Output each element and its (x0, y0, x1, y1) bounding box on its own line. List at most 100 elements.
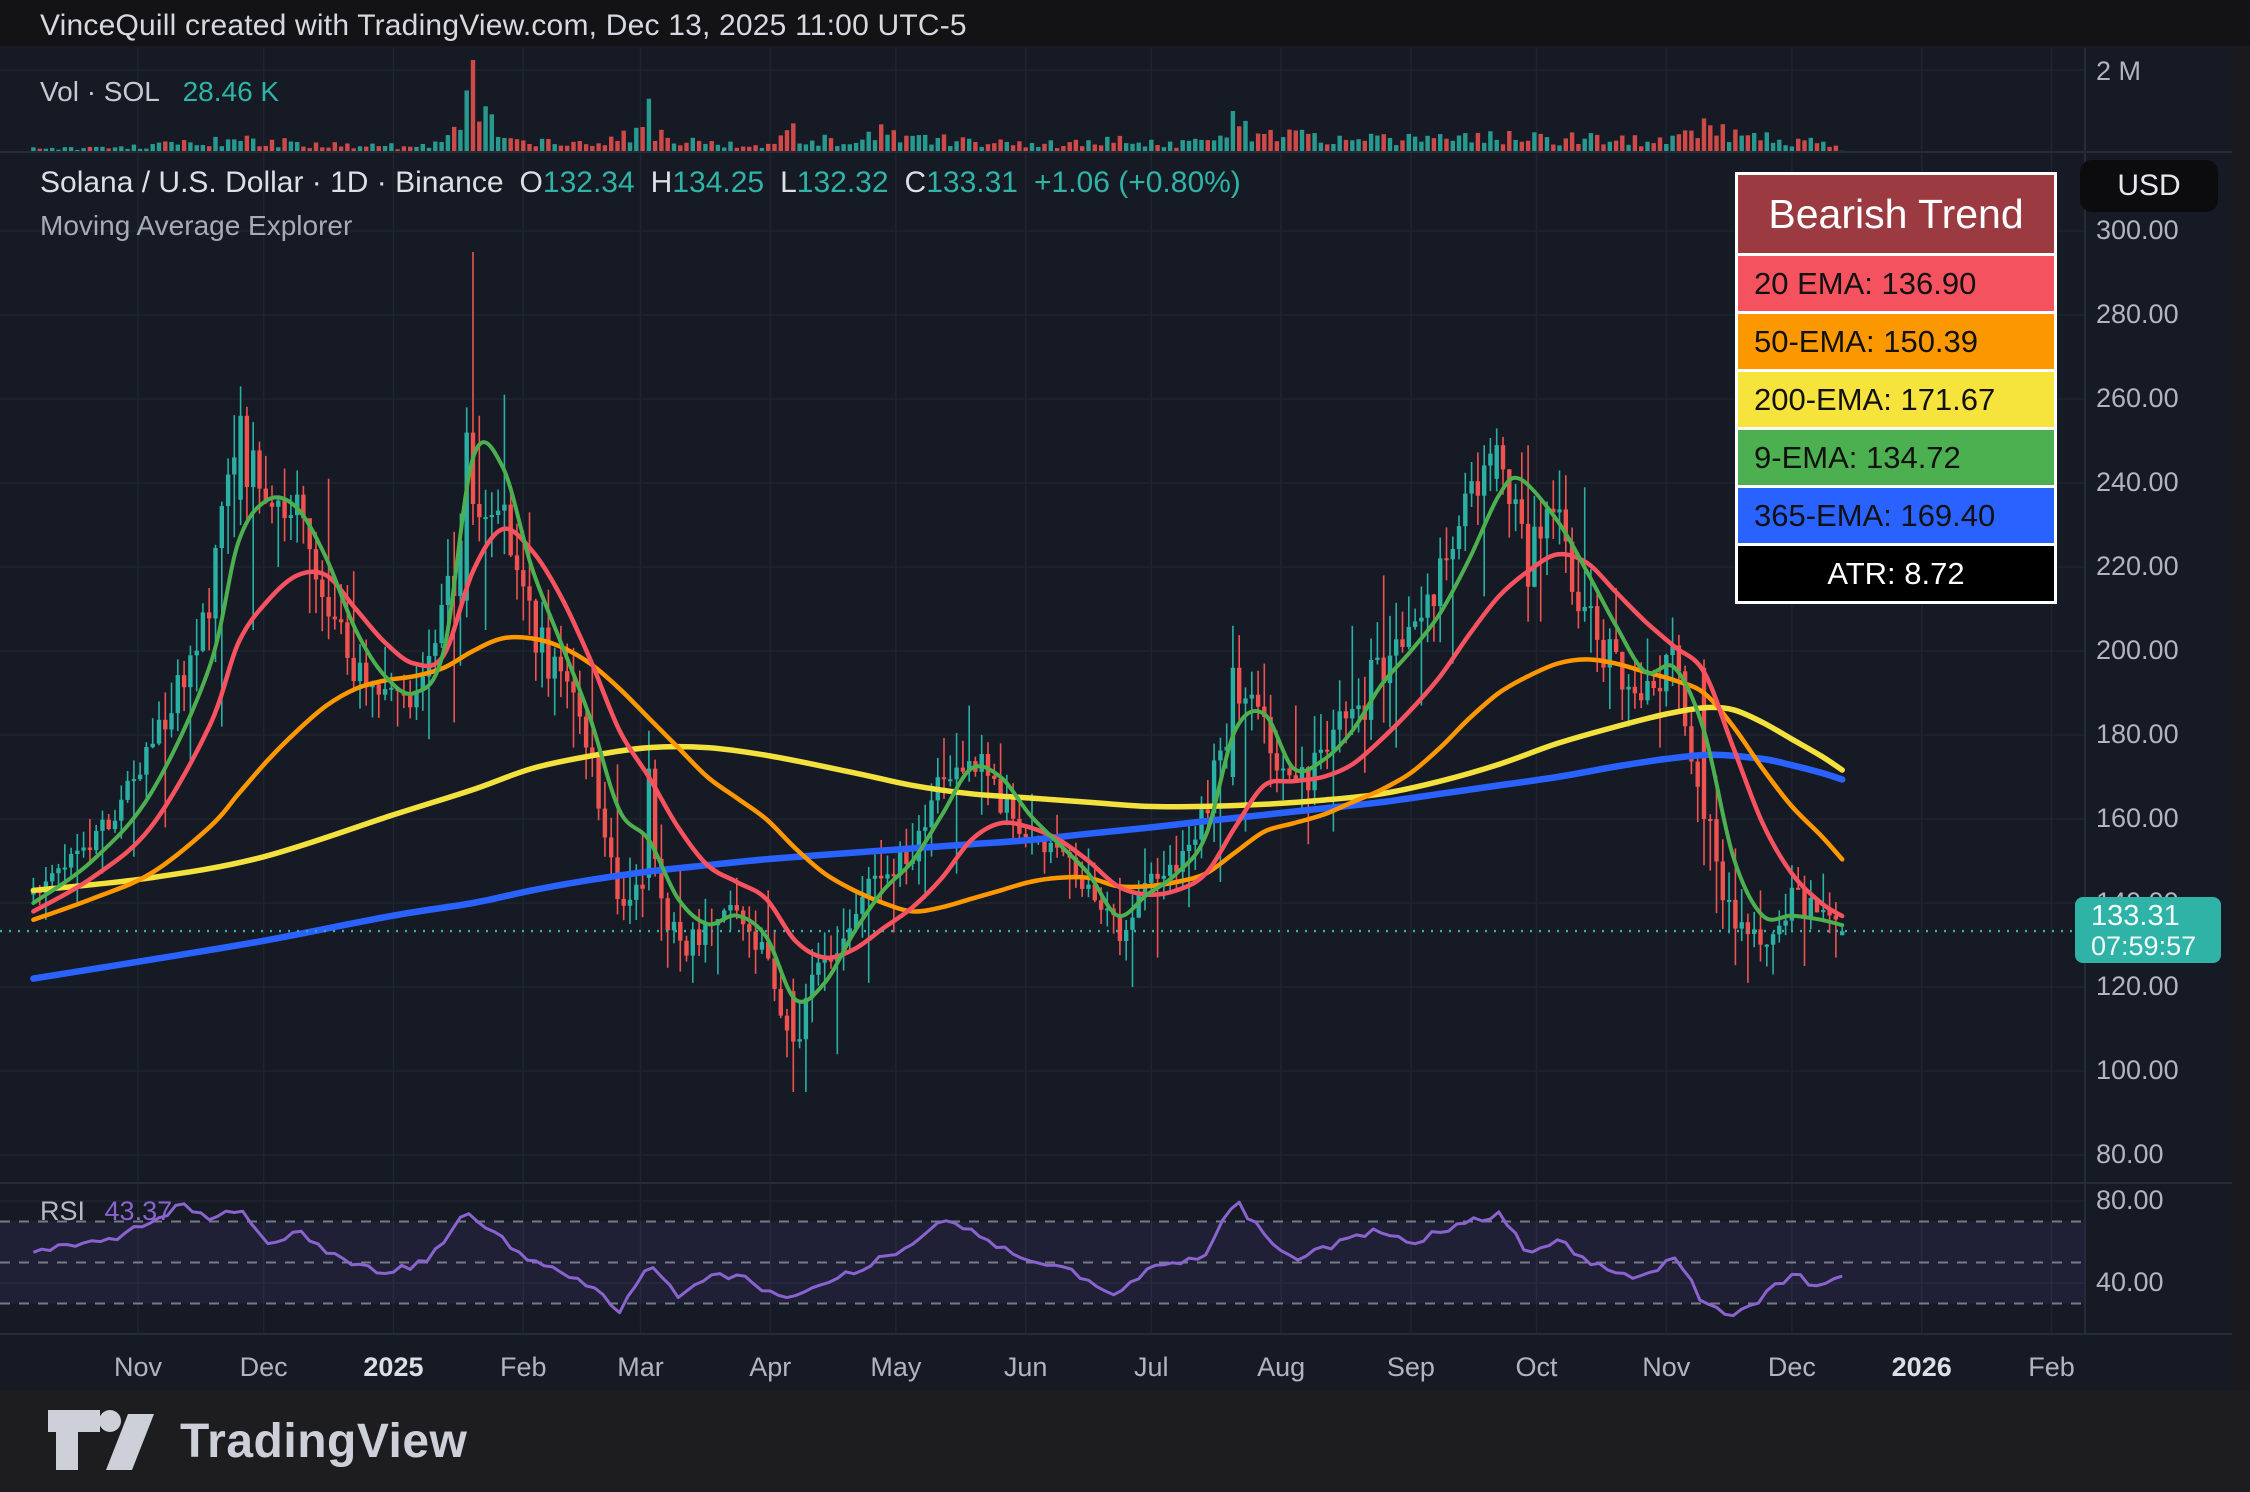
candle (785, 1009, 789, 1057)
time-axis-label[interactable]: Apr (749, 1352, 791, 1383)
volume-label[interactable]: Vol · SOL (40, 76, 159, 107)
volume-bar (132, 145, 136, 152)
volume-bar (1677, 134, 1681, 152)
time-axis-label[interactable]: May (870, 1352, 921, 1383)
volume-bar (1413, 137, 1417, 152)
volume-bar (1319, 143, 1323, 152)
time-axis-label[interactable]: Oct (1515, 1352, 1557, 1383)
volume-bar (697, 141, 701, 152)
volume-bar (929, 145, 933, 152)
candle (245, 407, 249, 521)
candle (647, 731, 651, 891)
volume-bar (791, 123, 795, 152)
time-axis-label[interactable]: Jul (1134, 1352, 1169, 1383)
candle (1495, 428, 1499, 491)
time-axis-label[interactable]: Feb (2028, 1352, 2075, 1383)
volume-bar (1495, 140, 1499, 152)
volume-bar (1482, 143, 1486, 152)
candle (527, 512, 531, 635)
volume-bar (954, 141, 958, 152)
volume-bar (923, 135, 927, 152)
volume-bar (282, 138, 286, 152)
symbol-name[interactable]: Solana / U.S. Dollar · 1D · Binance (40, 166, 504, 200)
candle (772, 930, 776, 1001)
candle (182, 661, 186, 711)
volume-bar (703, 144, 707, 152)
time-axis-label[interactable]: 2025 (363, 1352, 423, 1383)
volume-bar (1545, 137, 1549, 152)
volume-bar (314, 143, 318, 153)
last-price-tag: 133.31 07:59:57 (2075, 897, 2221, 963)
candle (377, 681, 381, 717)
volume-bar (295, 142, 299, 152)
time-axis-label[interactable]: Nov (1642, 1352, 1690, 1383)
time-axis-label[interactable]: Aug (1257, 1352, 1305, 1383)
volume-bar (1218, 136, 1222, 152)
time-axis-label[interactable]: Jun (1004, 1352, 1048, 1383)
volume-bar (1601, 144, 1605, 152)
legend-row: 200-EMA: 171.67 (1738, 372, 2054, 427)
candle (169, 683, 173, 738)
candle (609, 818, 613, 877)
candle (176, 659, 180, 731)
candle (333, 581, 337, 630)
time-axis-label[interactable]: Dec (1768, 1352, 1816, 1383)
time-axis-label[interactable]: Mar (617, 1352, 664, 1383)
volume-bar (1369, 134, 1373, 152)
volume-bar (1809, 138, 1813, 152)
volume-bar (188, 142, 192, 152)
candle (1312, 716, 1316, 805)
volume-bar (546, 139, 550, 152)
indicator-name-label[interactable]: Moving Average Explorer (40, 210, 352, 242)
time-axis-label[interactable]: Sep (1387, 1352, 1435, 1383)
volume-bar (226, 139, 230, 152)
volume-bar (1796, 139, 1800, 152)
candle (1626, 674, 1630, 727)
volume-bar (1444, 139, 1448, 152)
volume-bar (1457, 136, 1461, 153)
volume-bar (289, 142, 293, 153)
time-axis-label[interactable]: 2026 (1892, 1352, 1952, 1383)
volume-bar (1155, 145, 1159, 152)
volume-bar (1463, 133, 1467, 152)
volume-bar (1281, 137, 1285, 152)
volume-bar (496, 137, 500, 152)
candle (1375, 622, 1379, 664)
volume-bar (1532, 132, 1536, 152)
volume-bar (232, 139, 236, 152)
volume-bar (1740, 136, 1744, 152)
candle (75, 834, 79, 903)
volume-bar (1595, 135, 1599, 152)
candle (107, 814, 111, 830)
legend-row: 9-EMA: 134.72 (1738, 430, 2054, 485)
volume-bar (647, 99, 651, 152)
volume-bar (370, 144, 374, 152)
time-axis-label[interactable]: Dec (240, 1352, 288, 1383)
candle (1809, 880, 1813, 929)
candle (1457, 515, 1461, 559)
time-axis-label[interactable]: Feb (500, 1352, 547, 1383)
candle (936, 758, 940, 814)
currency-toggle-button[interactable]: USD (2080, 160, 2218, 212)
candle (980, 735, 984, 815)
tradingview-chart-screen: VinceQuill created with TradingView.com,… (0, 0, 2250, 1492)
volume-indicator-row: Vol · SOL 28.46 K (40, 76, 279, 108)
volume-bar (490, 114, 494, 152)
candle (1268, 695, 1272, 787)
candle (1545, 502, 1549, 576)
volume-value: 28.46 K (183, 76, 280, 107)
candle (151, 718, 155, 748)
volume-bar (433, 142, 437, 153)
volume-bar (1243, 121, 1247, 152)
volume-bar (1507, 131, 1511, 152)
candle (816, 943, 820, 986)
tradingview-logo-text[interactable]: TradingView (180, 1414, 467, 1469)
candle (603, 782, 607, 857)
time-axis-label[interactable]: Nov (114, 1352, 162, 1383)
volume-bar (728, 142, 732, 152)
volume-bar (666, 138, 670, 152)
tradingview-logo-icon[interactable] (44, 1406, 162, 1476)
volume-bar (867, 132, 871, 152)
rsi-label[interactable]: RSI (40, 1196, 85, 1226)
candle (1231, 626, 1235, 786)
